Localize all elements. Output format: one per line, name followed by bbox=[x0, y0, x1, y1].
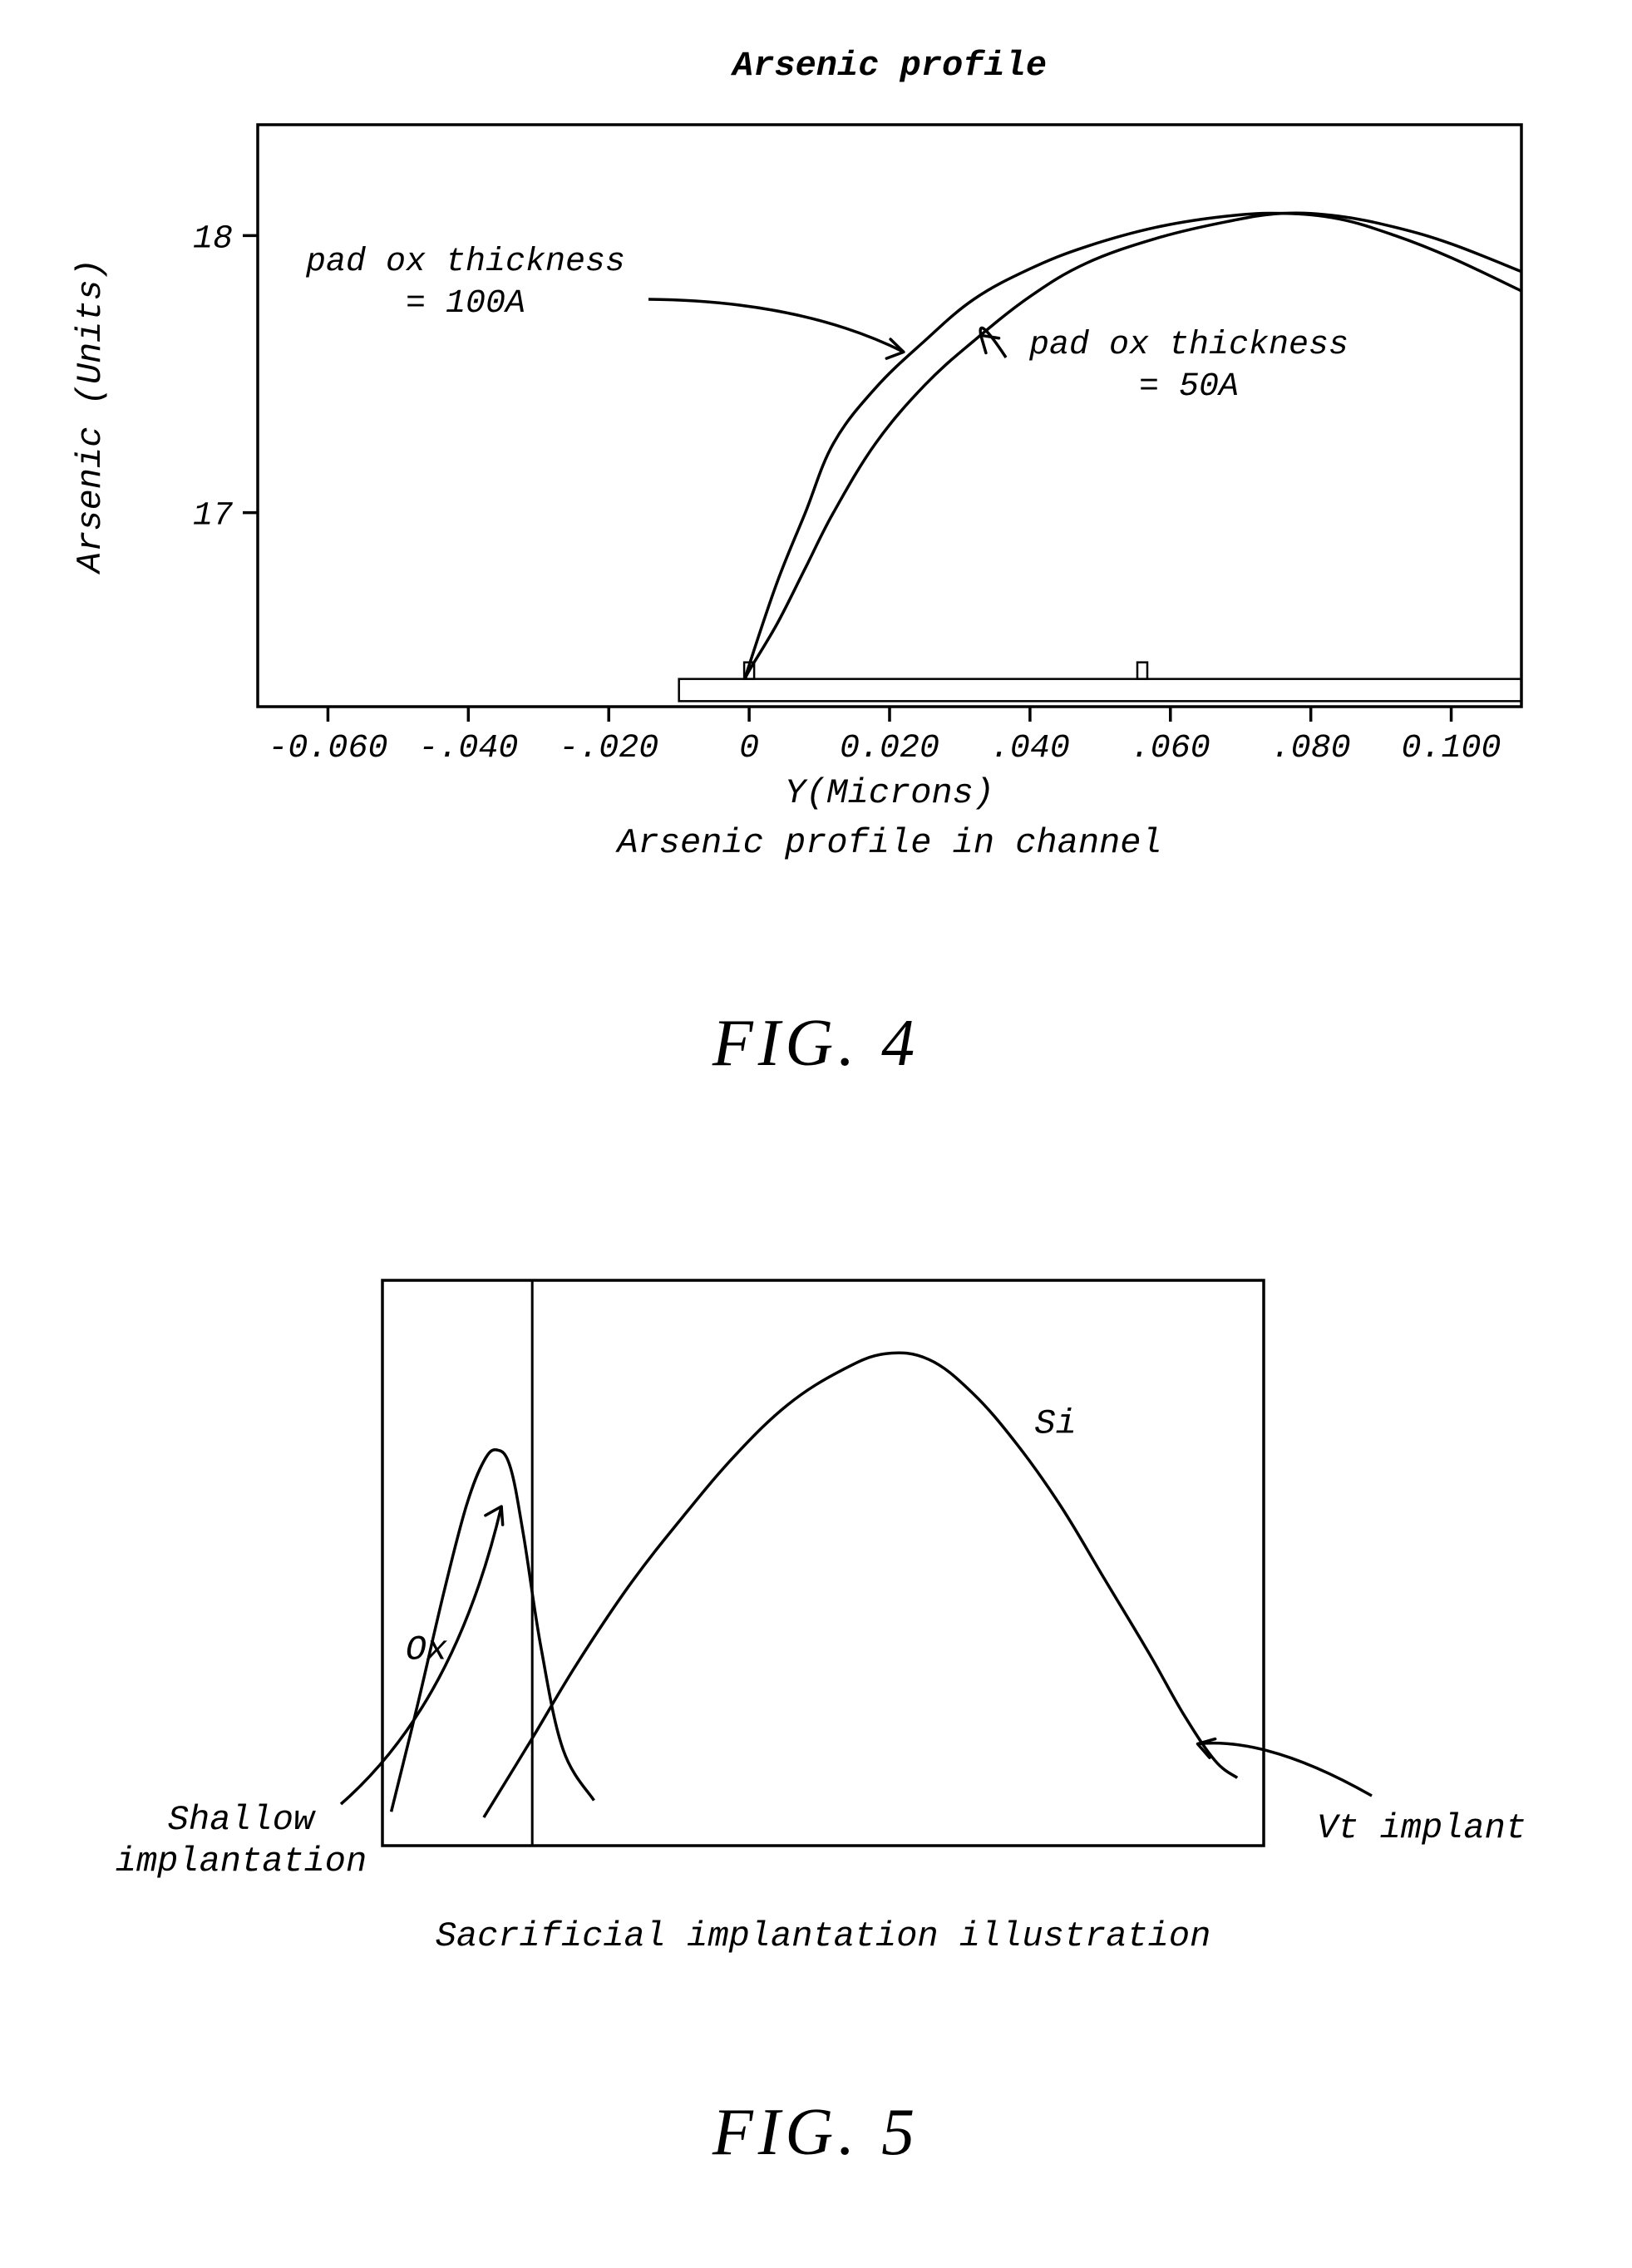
fig5-label-si: Si bbox=[1034, 1404, 1076, 1444]
fig5-label-vt: Vt implant bbox=[1317, 1808, 1526, 1848]
fig5-label-shallow2: implantation bbox=[116, 1842, 367, 1881]
fig4-title: Arsenic profile bbox=[730, 46, 1047, 86]
fig4-baseline-bar bbox=[679, 679, 1521, 702]
page: Arsenic profile 17 18 Arsenic (Units) -0.060… bbox=[0, 0, 1632, 2268]
fig4-ytick-label: 17 bbox=[193, 498, 233, 535]
fig5-label-shallow1: Shallow bbox=[168, 1800, 316, 1840]
fig5-label-ox: Ox bbox=[406, 1630, 447, 1670]
fig4-xtick-label: 0.020 bbox=[840, 730, 939, 767]
fig4-xtick-label: -.020 bbox=[559, 730, 658, 767]
fig4-anno-100a-arrow bbox=[648, 299, 904, 352]
fig4-subtitle: Arsenic profile in channel bbox=[614, 823, 1161, 863]
fig4-xtick-label: .080 bbox=[1271, 730, 1351, 767]
fig5-box bbox=[382, 1280, 1264, 1846]
fig4-anno-50a-line2: = 50A bbox=[1139, 368, 1239, 406]
fig4-ytick-label: 18 bbox=[193, 220, 233, 258]
fig5-caption: FIG. 5 bbox=[0, 2095, 1632, 2171]
fig4-anno-100a-line1: pad ox thickness bbox=[305, 244, 625, 281]
fig4-xtick-label: .040 bbox=[990, 730, 1070, 767]
fig4-anno-100a-line2: = 100A bbox=[406, 285, 525, 323]
fig5-diagram: Ox Si Shallowimplantation Vt implant Sacrifi… bbox=[0, 1230, 1632, 2004]
fig5-subtitle: Sacrificial implantation illustration bbox=[436, 1916, 1211, 1956]
fig4-xlabel: Y(Microns) bbox=[785, 773, 994, 813]
fig4-xtick-label: 0.100 bbox=[1402, 730, 1501, 767]
fig4-ylabel: Arsenic (Units) bbox=[71, 259, 111, 575]
fig4-baseline-marker bbox=[1137, 663, 1147, 679]
fig4-chart: Arsenic profile 17 18 Arsenic (Units) -0.060… bbox=[0, 25, 1632, 939]
fig4-xtick-label: 0 bbox=[739, 730, 759, 767]
fig4-plot-frame bbox=[258, 125, 1521, 707]
fig4-anno-50a-line1: pad ox thickness bbox=[1028, 327, 1348, 364]
fig4-series-s50 bbox=[746, 213, 1521, 678]
fig4-caption: FIG. 4 bbox=[0, 1006, 1632, 1082]
fig4-xtick-label: -.040 bbox=[418, 730, 518, 767]
fig4-xtick-label: .060 bbox=[1131, 730, 1210, 767]
fig4-series-s100 bbox=[746, 213, 1521, 678]
fig5-curve-vt bbox=[484, 1353, 1237, 1817]
fig4-xtick-label: -0.060 bbox=[268, 730, 387, 767]
